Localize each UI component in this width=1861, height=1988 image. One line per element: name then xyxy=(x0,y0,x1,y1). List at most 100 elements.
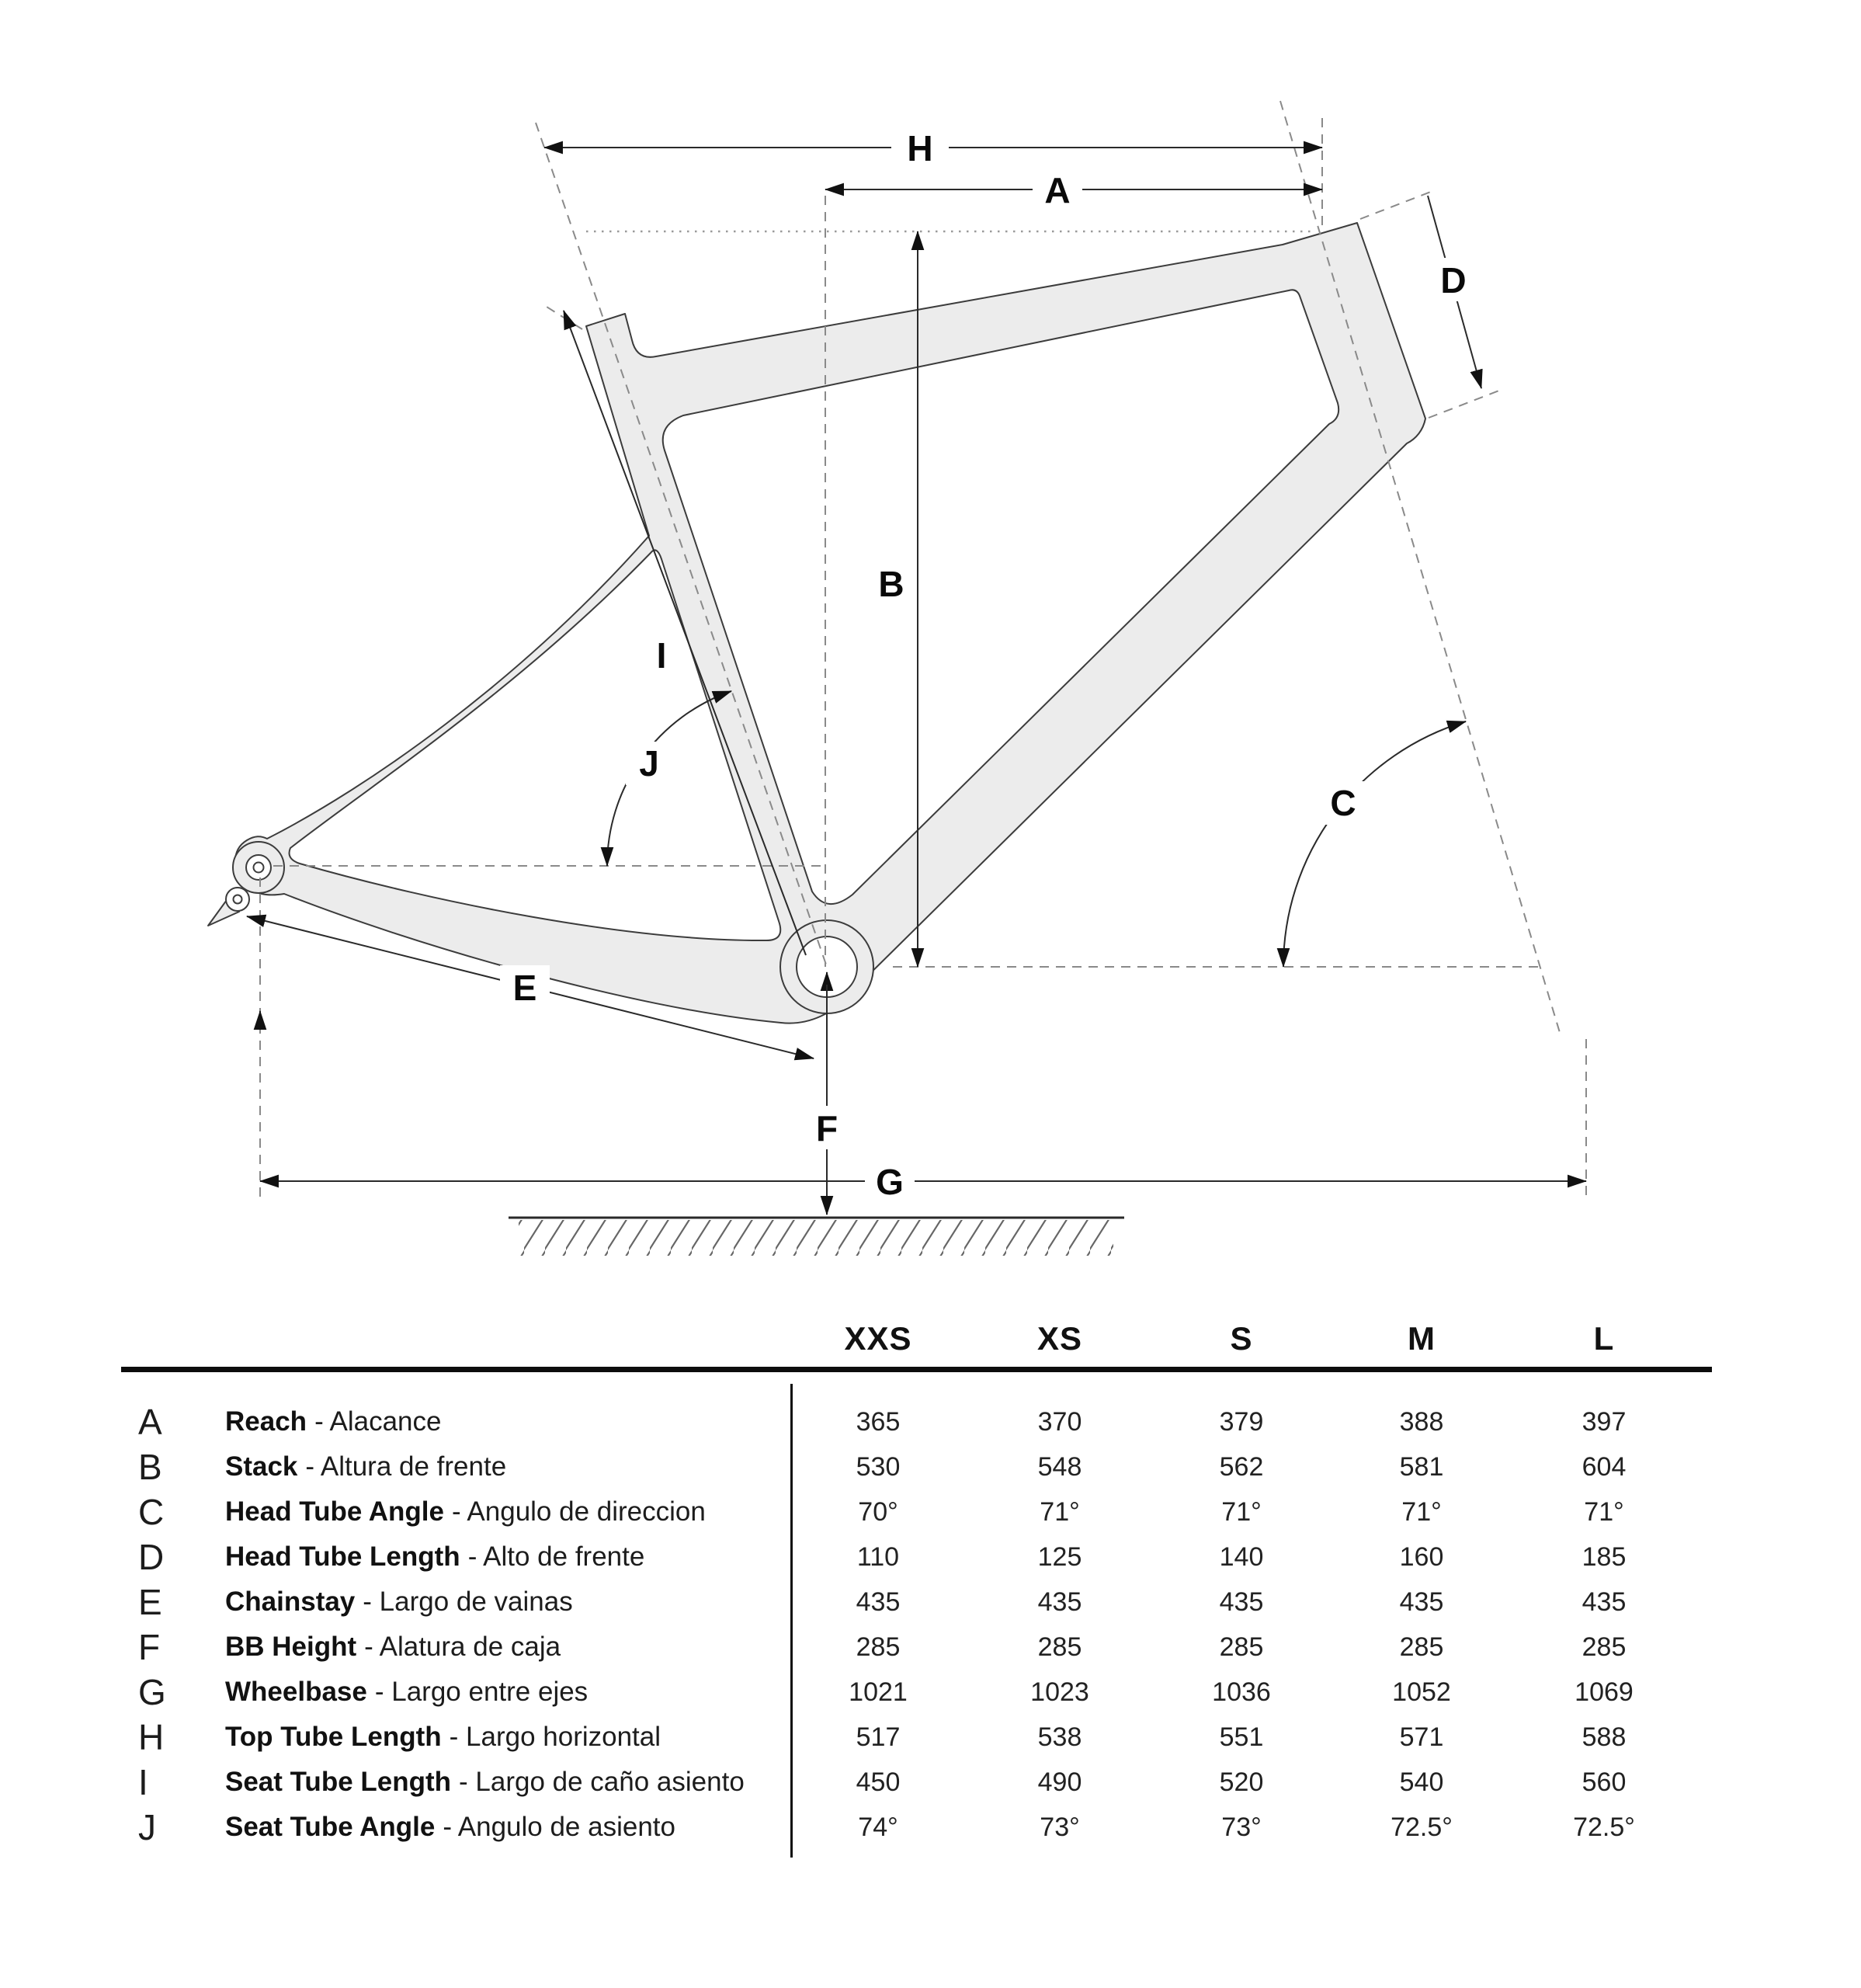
row-label: Head Tube Angle - Angulo de direccion xyxy=(225,1489,706,1534)
dim-label-seat-tube-length: I xyxy=(657,635,667,676)
row-letter: G xyxy=(138,1672,166,1712)
seat-top-extension-line xyxy=(546,306,583,330)
row-value: 285 xyxy=(1219,1632,1264,1662)
row-label: Top Tube Length - Largo horizontal xyxy=(225,1715,661,1760)
row-value: 562 xyxy=(1219,1452,1264,1482)
row-value: 1052 xyxy=(1392,1677,1451,1707)
dim-label-chainstay: E xyxy=(513,968,537,1008)
frame-silhouette xyxy=(234,222,1426,1024)
row-name: Chainstay xyxy=(225,1587,356,1617)
size-header-m: M xyxy=(1408,1320,1436,1357)
row-desc: - Angulo de asiento xyxy=(443,1812,675,1842)
row-value: 435 xyxy=(1219,1587,1264,1617)
row-label: Seat Tube Length - Largo de caño asiento xyxy=(225,1760,745,1805)
size-header-s: S xyxy=(1230,1320,1253,1357)
dim-label-top-tube-length: H xyxy=(907,128,932,169)
row-label: Chainstay - Largo de vainas xyxy=(225,1580,573,1625)
dim-label-wheelbase: G xyxy=(876,1162,904,1202)
row-name: Seat Tube Length xyxy=(225,1767,452,1797)
row-value: 71° xyxy=(1040,1497,1080,1527)
row-label: BB Height - Alatura de caja xyxy=(225,1625,561,1670)
row-value: 490 xyxy=(1037,1767,1082,1797)
row-letter: C xyxy=(138,1492,165,1532)
row-desc: - Alto de frente xyxy=(467,1541,645,1572)
reference-lines xyxy=(259,100,1587,1200)
dim-label-bb-height: F xyxy=(816,1108,838,1149)
row-value: 1021 xyxy=(849,1677,908,1707)
row-name: Top Tube Length xyxy=(225,1722,442,1752)
table-row-wheelbase: G Wheelbase - Largo entre ejes 1021 1023 … xyxy=(121,1670,1712,1715)
row-value: 125 xyxy=(1037,1542,1082,1572)
row-value: 365 xyxy=(856,1407,901,1437)
row-value: 581 xyxy=(1399,1452,1444,1482)
row-value: 548 xyxy=(1037,1452,1082,1482)
table-row-top-tube-length: H Top Tube Length - Largo horizontal 517 … xyxy=(121,1715,1712,1760)
row-value: 73° xyxy=(1040,1812,1080,1842)
row-value: 551 xyxy=(1219,1722,1264,1752)
row-value: 588 xyxy=(1582,1722,1627,1752)
row-desc: - Angulo de direccion xyxy=(451,1496,706,1527)
row-value: 379 xyxy=(1219,1407,1264,1437)
row-label: Reach - Alacance xyxy=(225,1399,442,1444)
dim-wheelbase: G xyxy=(259,1159,1588,1203)
head-bottom-extension-line xyxy=(1428,388,1504,419)
row-value: 110 xyxy=(856,1542,900,1572)
row-value: 285 xyxy=(1399,1632,1444,1662)
ground xyxy=(509,1216,1124,1256)
table-row-stack: B Stack - Altura de frente 530 548 562 58… xyxy=(121,1444,1712,1489)
row-value: 538 xyxy=(1037,1722,1082,1752)
row-name: Head Tube Angle xyxy=(225,1496,444,1527)
row-name: Reach xyxy=(225,1406,307,1437)
table-row-seat-tube-angle: J Seat Tube Angle - Angulo de asiento 74°… xyxy=(121,1805,1712,1850)
geometry-table: XXS XS S M L A Reach - Alacance 365 370 3… xyxy=(121,1289,1712,1910)
row-value: 71° xyxy=(1401,1497,1442,1527)
table-row-seat-tube-length: I Seat Tube Length - Largo de caño asient… xyxy=(121,1760,1712,1805)
row-label: Seat Tube Angle - Angulo de asiento xyxy=(225,1805,675,1850)
row-value: 70° xyxy=(858,1497,898,1527)
bike-frame xyxy=(207,222,1426,1024)
dim-label-stack: B xyxy=(878,564,904,604)
dim-label-reach: A xyxy=(1044,170,1070,210)
row-letter: B xyxy=(138,1447,162,1487)
row-value: 370 xyxy=(1037,1407,1082,1437)
row-value: 285 xyxy=(1582,1632,1627,1662)
dim-chainstay: E xyxy=(245,914,815,1061)
row-letter: E xyxy=(138,1582,162,1622)
row-value: 72.5° xyxy=(1573,1812,1635,1842)
dim-seat-tube-angle: J xyxy=(600,690,732,867)
size-header-xs: XS xyxy=(1036,1320,1083,1357)
table-row-head-tube-angle: C Head Tube Angle - Angulo de direccion 7… xyxy=(121,1489,1712,1534)
row-value: 530 xyxy=(856,1452,901,1482)
row-value: 73° xyxy=(1221,1812,1262,1842)
table-row-head-tube-length: D Head Tube Length - Alto de frente 110 1… xyxy=(121,1534,1712,1580)
row-label: Wheelbase - Largo entre ejes xyxy=(225,1670,588,1715)
row-desc: - Largo de caño asiento xyxy=(459,1767,745,1797)
row-value: 1069 xyxy=(1575,1677,1634,1707)
row-value: 140 xyxy=(1219,1542,1264,1572)
row-name: Seat Tube Angle xyxy=(225,1812,436,1842)
dim-head-tube-angle: C xyxy=(1276,720,1467,968)
row-value: 388 xyxy=(1399,1407,1444,1437)
derailleur-hanger-bolt xyxy=(232,894,243,905)
row-value: 285 xyxy=(1037,1632,1082,1662)
size-header-xxs: XXS xyxy=(844,1320,912,1357)
table-row-bb-height: F BB Height - Alatura de caja 285 285 285… xyxy=(121,1625,1712,1670)
dim-label-seat-tube-angle: J xyxy=(639,743,659,784)
row-name: Stack xyxy=(225,1451,298,1482)
seat-tube-axis-line xyxy=(535,122,828,968)
row-value: 540 xyxy=(1399,1767,1444,1797)
table-rows: A Reach - Alacance 365 370 379 388 397 B … xyxy=(121,1399,1712,1850)
dim-bb-height: F xyxy=(804,971,849,1216)
row-value: 74° xyxy=(858,1812,898,1842)
frame-diagram-svg: H A B D I xyxy=(207,100,1588,1256)
dim-top-tube-length: H xyxy=(543,127,1324,169)
row-value: 160 xyxy=(1399,1542,1444,1572)
row-value: 72.5° xyxy=(1391,1812,1453,1842)
row-value: 604 xyxy=(1582,1452,1627,1482)
dim-head-tube-length: D xyxy=(1427,195,1483,390)
row-desc: - Largo de vainas xyxy=(363,1587,573,1617)
row-desc: - Alatura de caja xyxy=(364,1632,561,1662)
row-value: 185 xyxy=(1582,1542,1627,1572)
row-desc: - Alacance xyxy=(314,1406,442,1437)
table-row-chainstay: E Chainstay - Largo de vainas 435 435 435… xyxy=(121,1580,1712,1625)
